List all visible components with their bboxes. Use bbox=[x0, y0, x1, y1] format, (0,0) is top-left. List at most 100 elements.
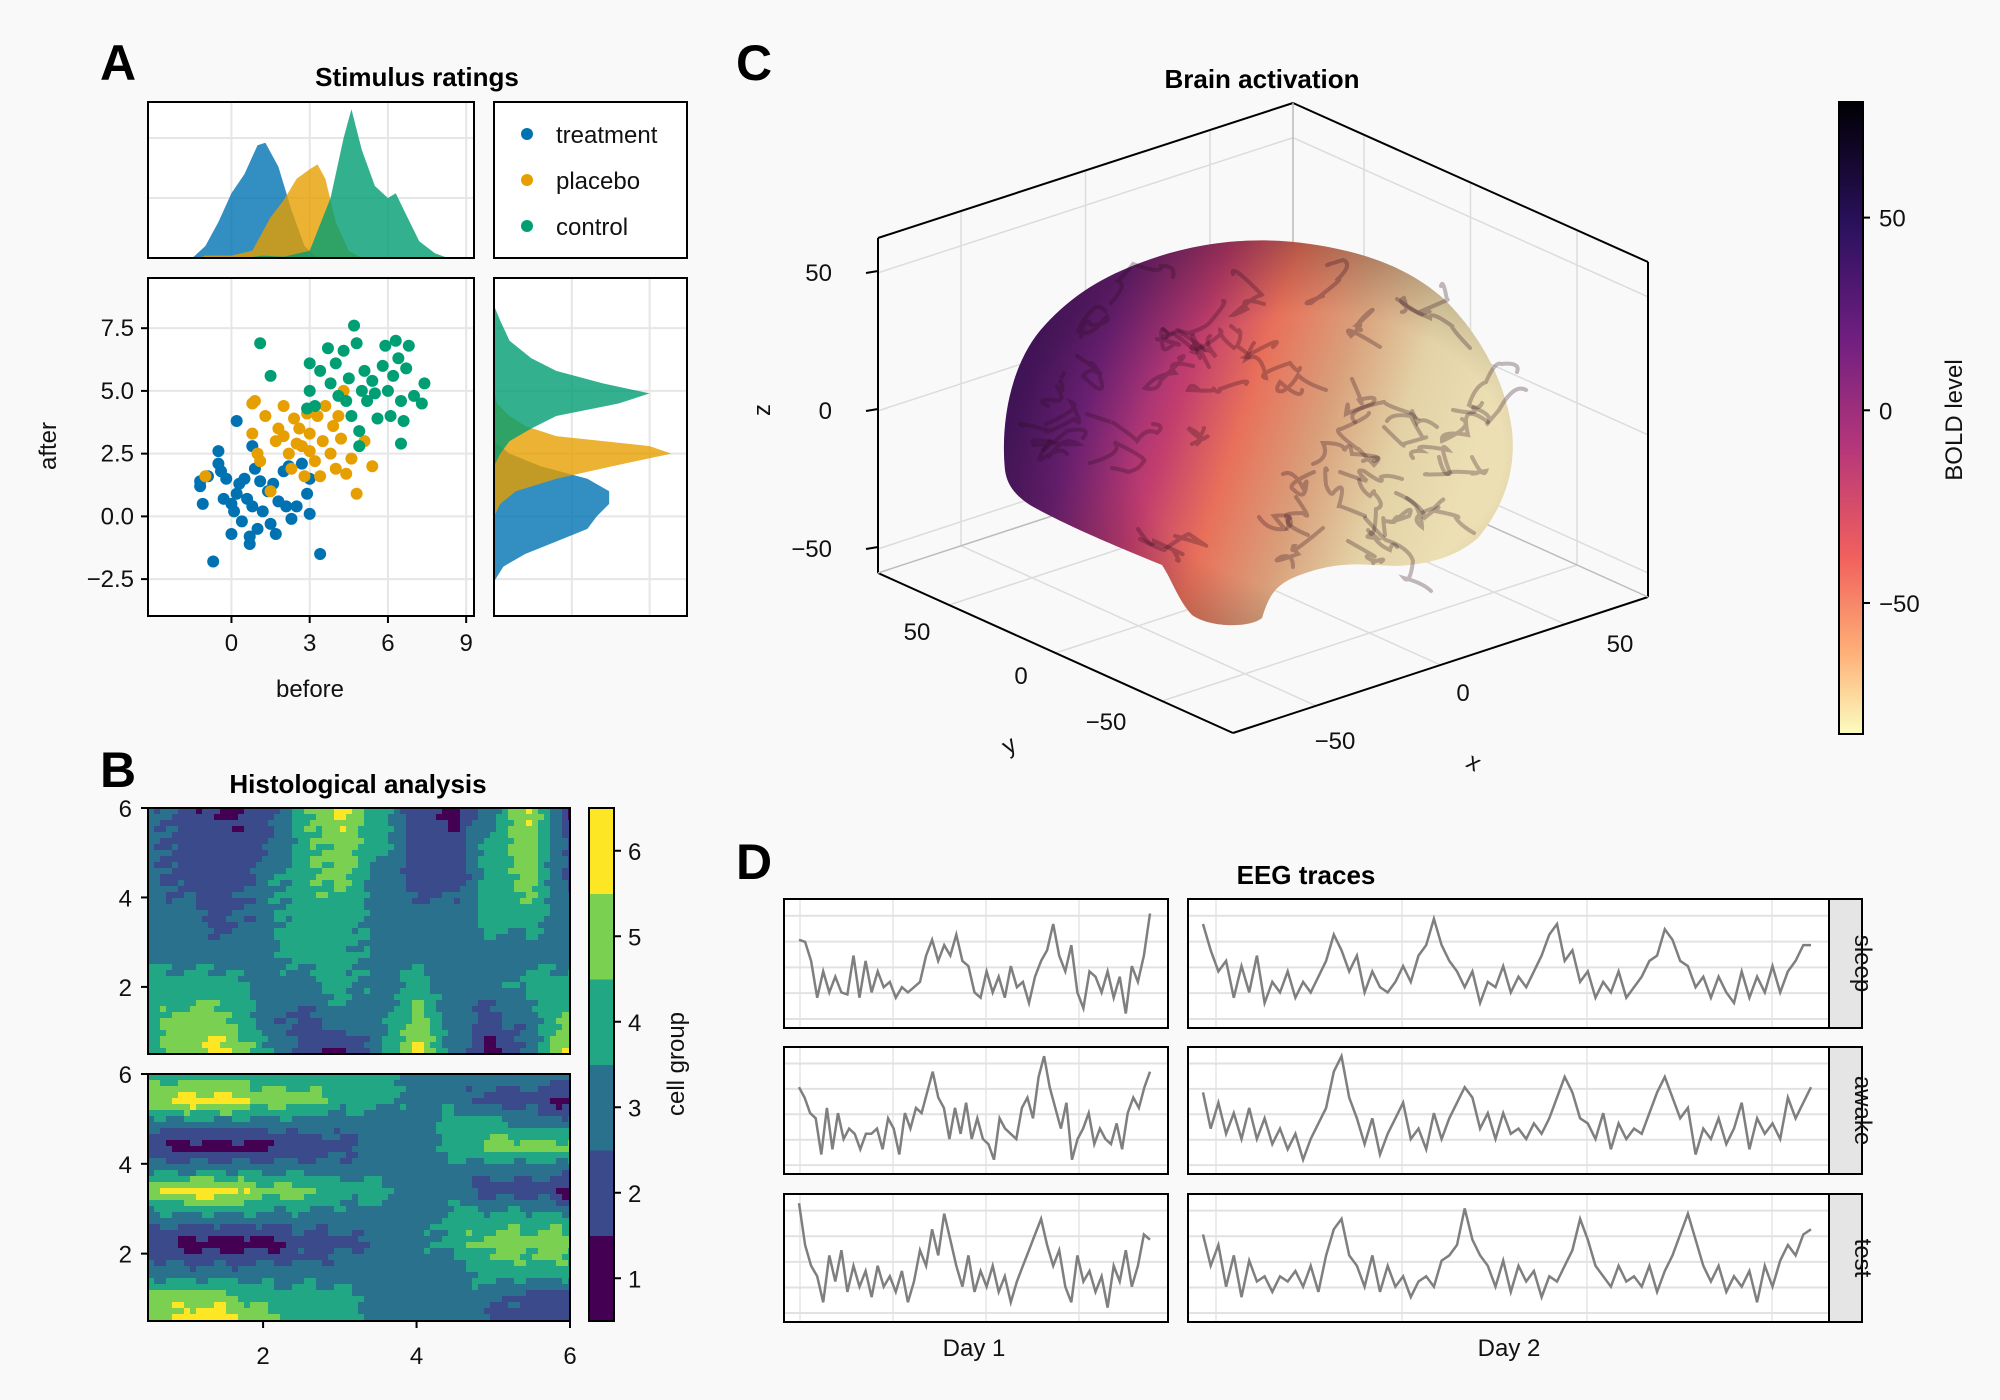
contour-cell bbox=[520, 1206, 527, 1213]
contour-cell bbox=[472, 1098, 479, 1105]
contour-cell bbox=[190, 958, 197, 965]
contour-cell bbox=[334, 826, 341, 833]
contour-cell bbox=[508, 1164, 515, 1171]
contour-cell bbox=[478, 880, 485, 887]
contour-cell bbox=[496, 946, 503, 953]
contour-cell bbox=[394, 1206, 401, 1213]
contour-cell bbox=[196, 826, 203, 833]
contour-cell bbox=[166, 1116, 173, 1123]
contour-cell bbox=[400, 1200, 407, 1207]
contour-cell bbox=[382, 946, 389, 953]
contour-cell bbox=[238, 1128, 245, 1135]
contour-cell bbox=[298, 1140, 305, 1147]
contour-cell bbox=[562, 1098, 569, 1105]
scatter-point-control bbox=[392, 352, 405, 365]
contour-cell bbox=[244, 1182, 251, 1189]
contour-cell bbox=[562, 1128, 569, 1135]
contour-cell bbox=[268, 874, 275, 881]
contour-cell bbox=[166, 982, 173, 989]
contour-cell bbox=[160, 856, 167, 863]
contour-cell bbox=[472, 1128, 479, 1135]
contour-cell bbox=[418, 844, 425, 851]
contour-cell bbox=[472, 850, 479, 857]
contour-cell bbox=[322, 922, 329, 929]
contour-cell bbox=[484, 886, 491, 893]
contour-cell bbox=[334, 1218, 341, 1225]
contour-cell bbox=[292, 856, 299, 863]
contour-cell bbox=[394, 934, 401, 941]
contour-cell bbox=[208, 994, 215, 1001]
scatter-point-control bbox=[394, 394, 407, 407]
contour-cell bbox=[250, 1146, 257, 1153]
contour-cell bbox=[556, 820, 563, 827]
contour-cell bbox=[376, 832, 383, 839]
contour-cell bbox=[226, 1200, 233, 1207]
contour-cell bbox=[562, 838, 569, 845]
contour-cell bbox=[388, 1000, 395, 1007]
contour-cell bbox=[502, 1098, 509, 1105]
contour-cell bbox=[466, 964, 473, 971]
contour-cell bbox=[208, 874, 215, 881]
contour-cell bbox=[448, 934, 455, 941]
contour-cell bbox=[496, 1024, 503, 1031]
contour-cell bbox=[184, 1128, 191, 1135]
contour-cell bbox=[172, 850, 179, 857]
scatter-point-placebo bbox=[334, 432, 347, 445]
contour-cell bbox=[370, 988, 377, 995]
contour-cell bbox=[148, 1182, 155, 1189]
contour-cell bbox=[460, 1104, 467, 1111]
contour-cell bbox=[148, 1206, 155, 1213]
contour-cell bbox=[208, 982, 215, 989]
contour-cell bbox=[274, 940, 281, 947]
contour-cell bbox=[178, 898, 185, 905]
contour-cell bbox=[442, 1218, 449, 1225]
contour-cell bbox=[184, 1122, 191, 1129]
contour-cell bbox=[280, 1218, 287, 1225]
contour-cell bbox=[394, 1098, 401, 1105]
contour-cell bbox=[268, 1140, 275, 1147]
contour-cell bbox=[244, 1140, 251, 1147]
contour-cell bbox=[262, 976, 269, 983]
contour-cell bbox=[292, 808, 299, 815]
contour-cell bbox=[484, 1110, 491, 1117]
contour-cell bbox=[196, 1206, 203, 1213]
contour-cell bbox=[502, 1212, 509, 1219]
contour-cell bbox=[352, 1006, 359, 1013]
contour-cell bbox=[412, 832, 419, 839]
contour-cell bbox=[250, 1104, 257, 1111]
scatter-point-control bbox=[264, 369, 277, 382]
contour-cell bbox=[418, 1110, 425, 1117]
contour-cell bbox=[292, 1074, 299, 1081]
contour-cell bbox=[262, 1104, 269, 1111]
contour-cell bbox=[340, 1036, 347, 1043]
contour-cell bbox=[346, 1206, 353, 1213]
contour-cell bbox=[172, 1188, 179, 1195]
contour-cell bbox=[556, 1086, 563, 1093]
contour-cell bbox=[292, 922, 299, 929]
contour-cell bbox=[364, 886, 371, 893]
contour-cell bbox=[484, 982, 491, 989]
contour-cell bbox=[304, 934, 311, 941]
contour-cell bbox=[304, 898, 311, 905]
contour-cell bbox=[148, 1098, 155, 1105]
contour-cell bbox=[370, 808, 377, 815]
contour-cell bbox=[394, 898, 401, 905]
contour-cell bbox=[148, 820, 155, 827]
contour-cell bbox=[352, 868, 359, 875]
contour-cell bbox=[250, 1110, 257, 1117]
contour-cell bbox=[490, 976, 497, 983]
contour-cell bbox=[496, 1170, 503, 1177]
contour-cell bbox=[406, 1122, 413, 1129]
contour-cell bbox=[406, 1030, 413, 1037]
contour-cell bbox=[358, 1116, 365, 1123]
contour-cell bbox=[436, 1194, 443, 1201]
contour-cell bbox=[250, 1116, 257, 1123]
contour-cell bbox=[370, 1098, 377, 1105]
contour-cell bbox=[340, 808, 347, 815]
contour-cell bbox=[406, 826, 413, 833]
contour-cell bbox=[364, 1116, 371, 1123]
contour-cell bbox=[334, 820, 341, 827]
contour-cell bbox=[244, 1212, 251, 1219]
contour-cell bbox=[160, 1164, 167, 1171]
contour-cell bbox=[346, 1122, 353, 1129]
